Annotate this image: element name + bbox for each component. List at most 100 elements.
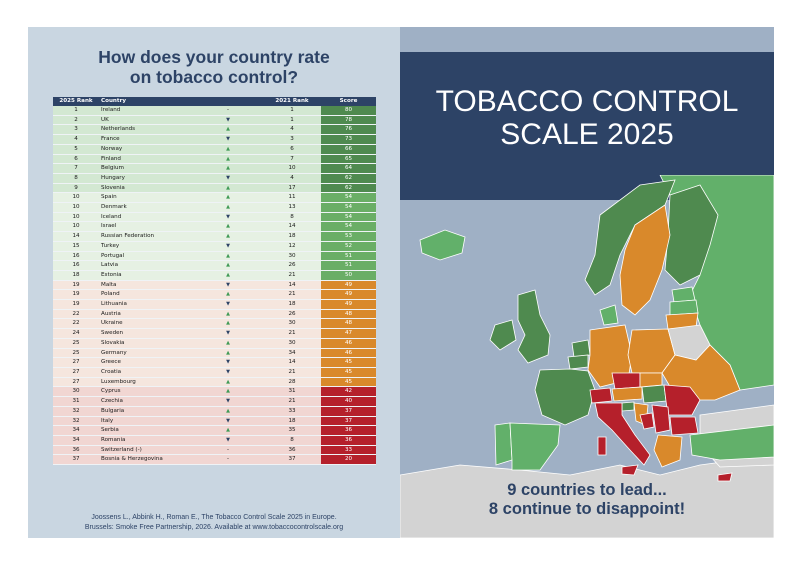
table-row: 7 Belgium ▲ 10 64 [53,163,376,174]
table-row: 36 Switzerland (-) –36 33 [53,445,376,456]
rank-2025-cell: 6 [53,154,99,165]
trend-cell: ▲ [193,183,263,194]
rank-2021-cell: 30 [263,338,321,349]
rank-2021-cell: 31 [263,386,321,398]
rank-2025-cell: 10 [53,202,99,213]
trend-cell: ▲ [193,251,263,262]
table-row: 15 Turkey ▼ 12 52 [53,241,376,252]
country-cell: Italy [99,416,193,427]
rank-2021-cell: 14 [263,357,321,368]
rank-2021-cell: 21 [263,396,321,407]
rank-2025-cell: 25 [53,338,99,349]
europe-map [400,175,774,538]
triangle-down-icon: ▼ [226,436,230,443]
table-row: 16 Latvia ▲ 26 51 [53,260,376,271]
rank-2025-cell: 8 [53,173,99,184]
map-region-spain [509,422,561,471]
triangle-up-icon: ▲ [226,388,230,395]
triangle-up-icon: ▲ [226,184,230,191]
triangle-down-icon: ▼ [226,301,230,308]
country-cell: France [99,134,193,145]
trend-cell: ▲ [193,318,263,330]
trend-cell: ▼ [193,173,263,184]
country-cell: Israel [99,221,193,233]
table-row: 16 Portugal ▲ 30 51 [53,251,376,262]
citation-line-2: Brussels: Smoke Free Partnership, 2026. … [84,523,344,531]
map-region-slovenia [621,401,635,412]
dash-icon: – [226,446,230,453]
map-region-hungary [641,384,667,404]
rank-2021-cell: 28 [263,377,321,388]
rank-2025-cell: 19 [53,289,99,301]
score-cell: 37 [321,416,376,427]
triangle-up-icon: ▲ [226,427,230,434]
triangle-down-icon: ▼ [226,398,230,405]
rank-2025-cell: 4 [53,134,99,145]
trend-cell: ▼ [193,367,263,378]
trend-cell: ▲ [193,124,263,136]
map-region-turkey [689,424,774,461]
score-cell: 47 [321,328,376,339]
table-row: 2 UK ▼ 1 78 [53,115,376,126]
rank-2021-cell: 35 [263,425,321,436]
rank-2025-cell: 27 [53,357,99,368]
rank-2021-cell: 11 [263,192,321,204]
rank-2025-cell: 36 [53,445,99,456]
rank-2025-cell: 31 [53,396,99,407]
table-row: 9 Slovenia ▲ 17 62 [53,183,376,194]
score-cell: 36 [321,425,376,436]
table-row: 19 Malta ▼ 14 49 [53,280,376,291]
table-row: 22 Ukraine ▲ 30 48 [53,318,376,330]
trend-cell: ▼ [193,212,263,223]
citation-line-1: Joossens L., Abbink H., Roman E., The To… [91,514,337,521]
table-body: 1 Ireland –1 80 2 UK ▼ 1 78 3 Netherlands ▲ 4 76 4 Fran… [53,106,376,466]
rank-2021-cell: 30 [263,251,321,262]
rank-2025-cell: 19 [53,299,99,310]
trend-cell: ▲ [193,338,263,349]
triangle-up-icon: ▲ [226,223,230,230]
triangle-up-icon: ▲ [226,291,230,298]
map-region-czechia [611,372,641,390]
rank-2025-cell: 5 [53,144,99,155]
panel-heading: How does your country rate on tobacco co… [28,47,400,87]
trend-cell: ▲ [193,192,263,204]
trend-cell: ▼ [193,134,263,145]
score-cell: 45 [321,367,376,378]
trend-cell: ▼ [193,115,263,126]
country-cell: Ukraine [99,318,193,330]
table-row: 1 Ireland –1 80 [53,106,376,116]
score-cell: 78 [321,115,376,126]
map-region-latvia [669,299,699,316]
rank-2025-cell: 3 [53,124,99,136]
rank-2021-cell: 4 [263,173,321,184]
table-row: 24 Sweden ▼ 21 47 [53,328,376,339]
trend-cell: ▲ [193,260,263,271]
table-row: 27 Greece ▼ 14 45 [53,357,376,368]
rank-2021-cell: 30 [263,318,321,330]
trend-cell: – [193,445,263,456]
header-trend [193,97,263,106]
table-row: 27 Luxembourg ▲ 28 45 [53,377,376,388]
country-cell: Russian Federation [99,231,193,242]
country-cell: Slovenia [99,183,193,194]
country-cell: Bulgaria [99,406,193,417]
rank-2025-cell: 14 [53,231,99,242]
rank-2021-cell: 8 [263,435,321,446]
table-row: 18 Estonia ▲ 21 50 [53,270,376,281]
country-cell: Switzerland (-) [99,445,193,456]
table-row: 19 Poland ▲ 21 49 [53,289,376,301]
rank-2021-cell: 1 [263,115,321,126]
trend-cell: – [193,454,263,466]
trend-cell: ▼ [193,435,263,446]
map-region-greece [653,434,683,468]
trend-cell: ▼ [193,299,263,310]
country-cell: Germany [99,348,193,359]
rank-2025-cell: 16 [53,260,99,271]
rank-2025-cell: 24 [53,328,99,339]
trend-cell: ▼ [193,357,263,368]
rank-2021-cell: 18 [263,299,321,310]
main-title-line-1: TOBACCO CONTROL [435,85,739,118]
table-row: 37 Bosnia & Herzegovina –37 20 [53,454,376,466]
score-cell: 54 [321,212,376,223]
map-region-north-africa [400,454,774,538]
